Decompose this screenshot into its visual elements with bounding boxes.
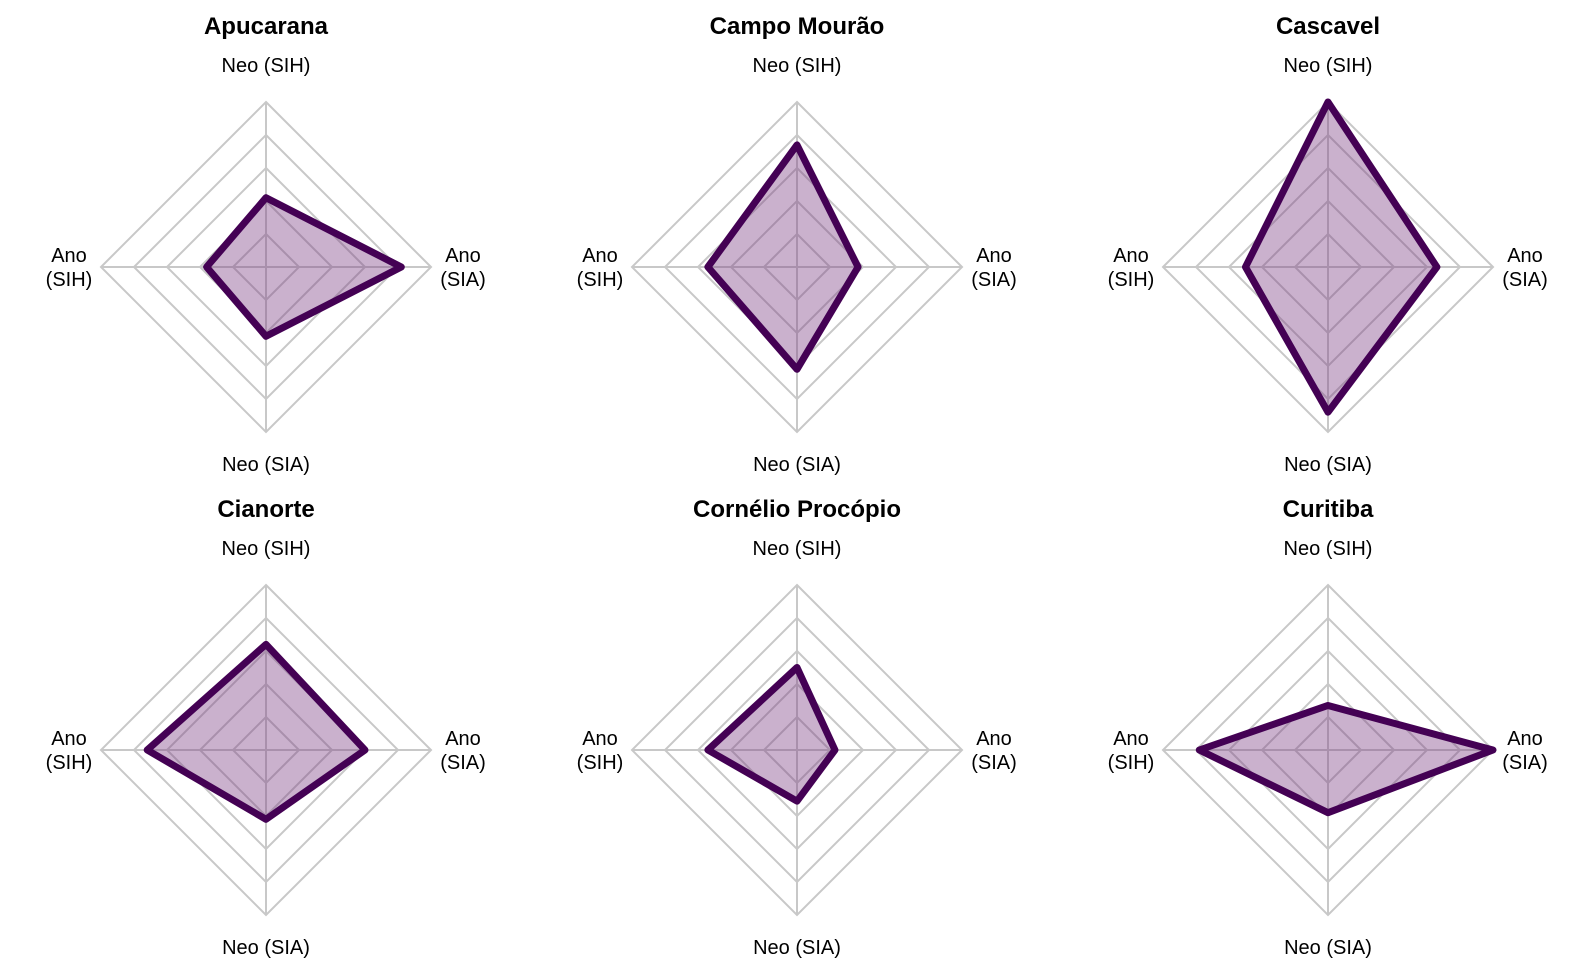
axis-label-line: (SIA): [1502, 752, 1548, 774]
axis-label-line: (SIA): [440, 752, 486, 774]
axis-label-ano-sia: Ano (SIA): [440, 245, 486, 291]
axis-label-line: (SIH): [577, 269, 624, 291]
axis-label-ano-sih: Ano (SIH): [46, 245, 93, 291]
axis-label-neo-sia: Neo (SIA): [1284, 454, 1372, 476]
axis-label-line: (SIA): [440, 269, 486, 291]
axis-label-ano-sia: Ano (SIA): [1502, 728, 1548, 774]
axis-label-line: Ano: [445, 245, 481, 267]
axis-label-line: Ano: [582, 245, 618, 267]
axis-label-neo-sia: Neo (SIA): [753, 454, 841, 476]
axis-label-neo-sih: Neo (SIH): [1284, 538, 1373, 560]
axis-label-neo-sih: Neo (SIH): [222, 538, 311, 560]
axis-label-line: Neo (SIA): [222, 454, 310, 476]
axis-label-ano-sia: Ano (SIA): [971, 245, 1017, 291]
axis-label-line: (SIH): [1108, 752, 1155, 774]
axis-label-line: Neo (SIH): [222, 538, 311, 560]
axis-label-line: Neo (SIH): [222, 55, 311, 77]
series-polygon: [1242, 98, 1441, 416]
series-polygon: [143, 640, 369, 823]
axis-label-ano-sih: Ano (SIH): [577, 245, 624, 291]
axis-label-ano-sih: Ano (SIH): [46, 728, 93, 774]
chart-title: Cornélio Procópio: [693, 496, 901, 523]
axis-label-line: (SIA): [1502, 269, 1548, 291]
axis-label-line: Neo (SIH): [753, 55, 842, 77]
axis-label-line: (SIA): [971, 269, 1017, 291]
axis-label-line: Neo (SIH): [753, 538, 842, 560]
series-polygon: [203, 194, 405, 340]
axis-label-line: Neo (SIA): [1284, 937, 1372, 959]
chart-title: Cianorte: [217, 496, 314, 523]
axis-label-ano-sih: Ano (SIH): [1108, 245, 1155, 291]
series-polygon: [704, 664, 839, 805]
axis-label-line: (SIH): [1108, 269, 1155, 291]
axis-label-ano-sih: Ano (SIH): [1108, 728, 1155, 774]
chart-title: Curitiba: [1283, 496, 1374, 523]
axis-label-line: Ano: [1113, 728, 1149, 750]
chart-title: Cascavel: [1276, 13, 1380, 40]
axis-label-line: Ano: [976, 728, 1012, 750]
axis-label-line: Ano: [976, 245, 1012, 267]
axis-label-line: Neo (SIA): [1284, 454, 1372, 476]
axis-label-neo-sia: Neo (SIA): [222, 454, 310, 476]
axis-label-line: Neo (SIA): [753, 454, 841, 476]
axis-label-ano-sia: Ano (SIA): [971, 728, 1017, 774]
axis-label-neo-sia: Neo (SIA): [222, 937, 310, 959]
axis-label-line: Ano: [1507, 245, 1543, 267]
chart-title: Campo Mourão: [710, 13, 885, 40]
axis-label-line: Ano: [51, 728, 87, 750]
axis-label-line: Neo (SIH): [1284, 55, 1373, 77]
axis-label-neo-sia: Neo (SIA): [1284, 937, 1372, 959]
axis-label-line: Ano: [1113, 245, 1149, 267]
series-polygon: [704, 141, 862, 373]
axis-label-line: (SIA): [971, 752, 1017, 774]
axis-label-neo-sia: Neo (SIA): [753, 937, 841, 959]
axis-label-line: Ano: [445, 728, 481, 750]
axis-label-ano-sia: Ano (SIA): [440, 728, 486, 774]
axis-label-neo-sih: Neo (SIH): [753, 538, 842, 560]
series-polygon: [1195, 701, 1497, 817]
axis-label-line: (SIH): [577, 752, 624, 774]
axis-label-ano-sia: Ano (SIA): [1502, 245, 1548, 291]
axis-label-line: (SIH): [46, 269, 93, 291]
axis-label-line: Ano: [1507, 728, 1543, 750]
axis-label-line: Neo (SIA): [753, 937, 841, 959]
axis-label-line: Neo (SIH): [1284, 538, 1373, 560]
axis-label-neo-sih: Neo (SIH): [1284, 55, 1373, 77]
axis-label-line: Ano: [51, 245, 87, 267]
axis-label-line: Neo (SIA): [222, 937, 310, 959]
axis-label-neo-sih: Neo (SIH): [753, 55, 842, 77]
axis-label-ano-sih: Ano (SIH): [577, 728, 624, 774]
chart-title: Apucarana: [204, 13, 329, 40]
axis-label-line: (SIH): [46, 752, 93, 774]
axis-label-neo-sih: Neo (SIH): [222, 55, 311, 77]
axis-label-line: Ano: [582, 728, 618, 750]
